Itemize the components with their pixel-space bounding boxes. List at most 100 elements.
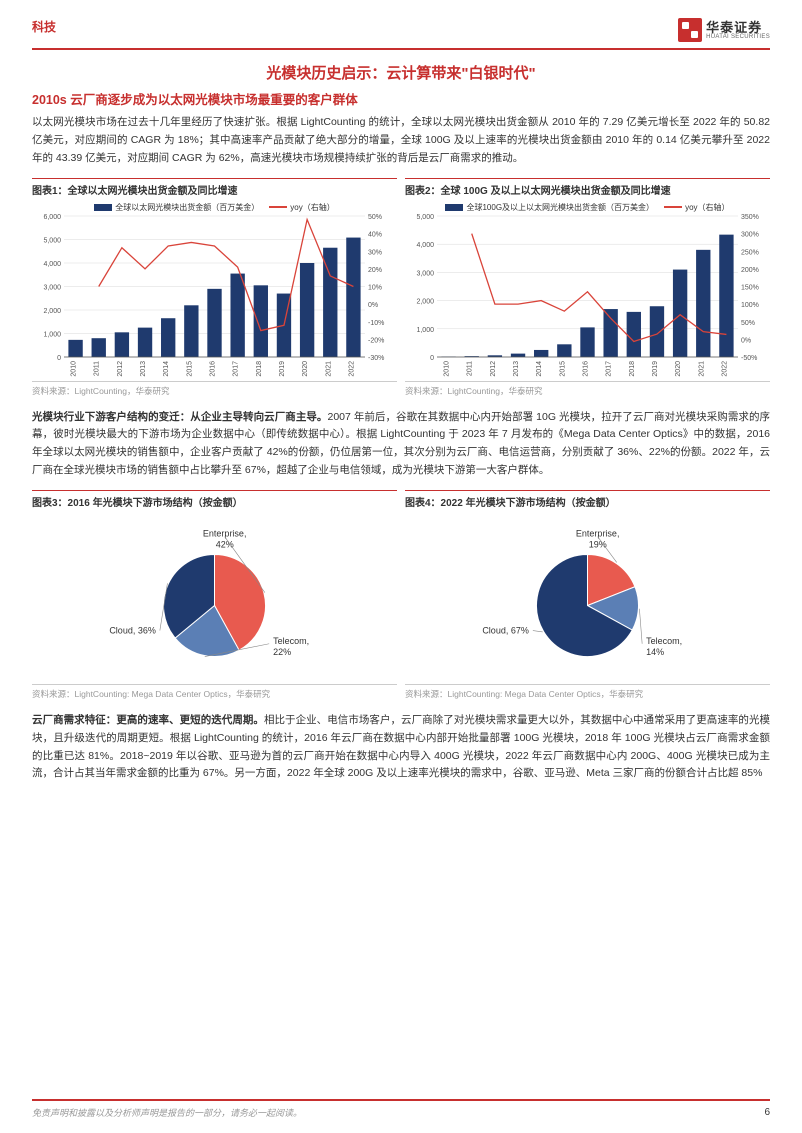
svg-text:6,000: 6,000 (43, 214, 61, 221)
svg-text:100%: 100% (741, 302, 759, 309)
chart-3-title: 图表3：2016 年光模块下游市场结构（按金额） (32, 490, 397, 509)
chart-4-canvas: Enterprise,19%Telecom,14%Cloud, 67% (405, 512, 770, 682)
chart-2-title: 图表2：全球 100G 及以上以太网光模块出货金额及同比增速 (405, 178, 770, 197)
svg-text:2010: 2010 (71, 360, 78, 376)
svg-text:0%: 0% (741, 337, 751, 344)
svg-text:3,000: 3,000 (43, 284, 61, 291)
svg-text:350%: 350% (741, 214, 759, 221)
svg-text:2015: 2015 (559, 360, 566, 376)
chart-row-1: 图表1：全球以太网光模块出货金额及同比增速 全球以太网光模块出货金额（百万美金）… (32, 178, 770, 407)
chart-3-canvas: Enterprise,42%Telecom,22%Cloud, 36% (32, 512, 397, 682)
chart-3: 图表3：2016 年光模块下游市场结构（按金额） Enterprise,42%T… (32, 490, 397, 710)
svg-text:-50%: -50% (741, 355, 757, 362)
svg-text:2015: 2015 (186, 360, 193, 376)
svg-text:4,000: 4,000 (416, 242, 434, 249)
chart-1: 图表1：全球以太网光模块出货金额及同比增速 全球以太网光模块出货金额（百万美金）… (32, 178, 397, 407)
svg-text:2010: 2010 (444, 360, 451, 376)
chart-4-source: 资料来源：LightCounting: Mega Data Center Opt… (405, 684, 770, 700)
chart-4-title: 图表4：2022 年光模块下游市场结构（按金额） (405, 490, 770, 509)
svg-text:2018: 2018 (256, 360, 263, 376)
svg-text:2016: 2016 (583, 360, 590, 376)
svg-text:30%: 30% (368, 249, 382, 256)
page-footer: 免责声明和披露以及分析师声明是报告的一部分，请务必一起阅读。 6 (32, 1099, 770, 1119)
svg-text:50%: 50% (741, 319, 755, 326)
svg-text:2,000: 2,000 (43, 308, 61, 315)
svg-text:2021: 2021 (325, 360, 332, 376)
svg-text:2,000: 2,000 (416, 298, 434, 305)
svg-text:1,000: 1,000 (416, 326, 434, 333)
svg-text:2017: 2017 (606, 360, 613, 376)
svg-text:Telecom,: Telecom, (273, 636, 309, 646)
footer-disclaimer: 免责声明和披露以及分析师声明是报告的一部分，请务必一起阅读。 (32, 1106, 302, 1119)
svg-text:5,000: 5,000 (416, 214, 434, 221)
svg-text:50%: 50% (368, 214, 382, 221)
title-main: 光模块历史启示：云计算带来"白银时代" (32, 62, 770, 83)
svg-text:2014: 2014 (536, 360, 543, 376)
svg-text:-20%: -20% (368, 337, 384, 344)
logo-en: HUATAI SECURITIES (706, 34, 770, 40)
para3-bold: 云厂商需求特征：更高的速率、更短的迭代周期。 (32, 714, 264, 726)
svg-text:4,000: 4,000 (43, 261, 61, 268)
svg-text:2019: 2019 (652, 360, 659, 376)
svg-text:2012: 2012 (117, 360, 124, 376)
svg-text:2017: 2017 (233, 360, 240, 376)
chart1-legend-bar: 全球以太网光模块出货金额（百万美金） (115, 202, 259, 213)
title-sub: 2010s 云厂商逐步成为以太网光模块市场最重要的客户群体 (32, 89, 770, 108)
svg-text:Cloud, 36%: Cloud, 36% (109, 625, 156, 635)
chart-2-source: 资料来源：LightCounting，华泰研究 (405, 381, 770, 397)
svg-text:2020: 2020 (302, 360, 309, 376)
chart-4: 图表4：2022 年光模块下游市场结构（按金额） Enterprise,19%T… (405, 490, 770, 710)
svg-text:-10%: -10% (368, 319, 384, 326)
svg-text:20%: 20% (368, 266, 382, 273)
page-header: 科技 华泰证券 HUATAI SECURITIES (32, 18, 770, 50)
logo-icon (678, 18, 702, 42)
svg-text:150%: 150% (741, 284, 759, 291)
chart-2-canvas: 0 1,000 2,000 3,000 4,000 5,000 -50% 0% 50% 100% 1… (405, 214, 770, 379)
paragraph-3: 云厂商需求特征：更高的速率、更短的迭代周期。相比于企业、电信市场客户，云厂商除了… (32, 712, 770, 783)
svg-text:2022: 2022 (721, 360, 728, 376)
svg-text:Cloud, 67%: Cloud, 67% (482, 625, 529, 635)
svg-text:2013: 2013 (140, 360, 147, 376)
logo-cn: 华泰证券 (706, 21, 770, 34)
svg-text:2018: 2018 (629, 360, 636, 376)
svg-text:2022: 2022 (348, 360, 355, 376)
para2-bold: 光模块行业下游客户结构的变迁：从企业主导转向云厂商主导。 (32, 411, 327, 423)
chart-2: 图表2：全球 100G 及以上以太网光模块出货金额及同比增速 全球100G及以上… (405, 178, 770, 407)
svg-text:2014: 2014 (163, 360, 170, 376)
footer-page: 6 (764, 1107, 770, 1118)
svg-text:2012: 2012 (490, 360, 497, 376)
svg-text:3,000: 3,000 (416, 270, 434, 277)
svg-text:1,000: 1,000 (43, 331, 61, 338)
svg-text:22%: 22% (273, 647, 291, 657)
svg-text:10%: 10% (368, 284, 382, 291)
svg-text:0%: 0% (368, 302, 378, 309)
chart-row-2: 图表3：2016 年光模块下游市场结构（按金额） Enterprise,42%T… (32, 490, 770, 710)
svg-text:40%: 40% (368, 231, 382, 238)
svg-text:2011: 2011 (94, 360, 101, 375)
svg-text:14%: 14% (646, 647, 664, 657)
svg-text:2021: 2021 (698, 360, 705, 376)
paragraph-1: 以太网光模块市场在过去十几年里经历了快速扩张。根据 LightCounting … (32, 114, 770, 168)
svg-text:2020: 2020 (675, 360, 682, 376)
chart-1-source: 资料来源：LightCounting，华泰研究 (32, 381, 397, 397)
svg-text:2016: 2016 (210, 360, 217, 376)
svg-text:5,000: 5,000 (43, 237, 61, 244)
chart-3-source: 资料来源：LightCounting: Mega Data Center Opt… (32, 684, 397, 700)
paragraph-2: 光模块行业下游客户结构的变迁：从企业主导转向云厂商主导。2007 年前后，谷歌在… (32, 409, 770, 480)
svg-text:0: 0 (57, 355, 61, 362)
svg-text:19%: 19% (589, 540, 607, 550)
chart2-legend-bar: 全球100G及以上以太网光模块出货金额（百万美金） (466, 202, 654, 213)
svg-text:2013: 2013 (513, 360, 520, 376)
chart-1-legend: 全球以太网光模块出货金额（百万美金） yoy（右轴） (32, 200, 397, 214)
brand-logo: 华泰证券 HUATAI SECURITIES (678, 18, 770, 42)
svg-text:0: 0 (430, 355, 434, 362)
chart2-legend-line: yoy（右轴） (685, 202, 729, 213)
chart-2-legend: 全球100G及以上以太网光模块出货金额（百万美金） yoy（右轴） (405, 200, 770, 214)
svg-text:300%: 300% (741, 231, 759, 238)
header-category: 科技 (32, 18, 56, 35)
chart1-legend-line: yoy（右轴） (290, 202, 334, 213)
svg-text:200%: 200% (741, 266, 759, 273)
svg-text:2019: 2019 (279, 360, 286, 376)
svg-text:Telecom,: Telecom, (646, 636, 682, 646)
svg-text:250%: 250% (741, 249, 759, 256)
